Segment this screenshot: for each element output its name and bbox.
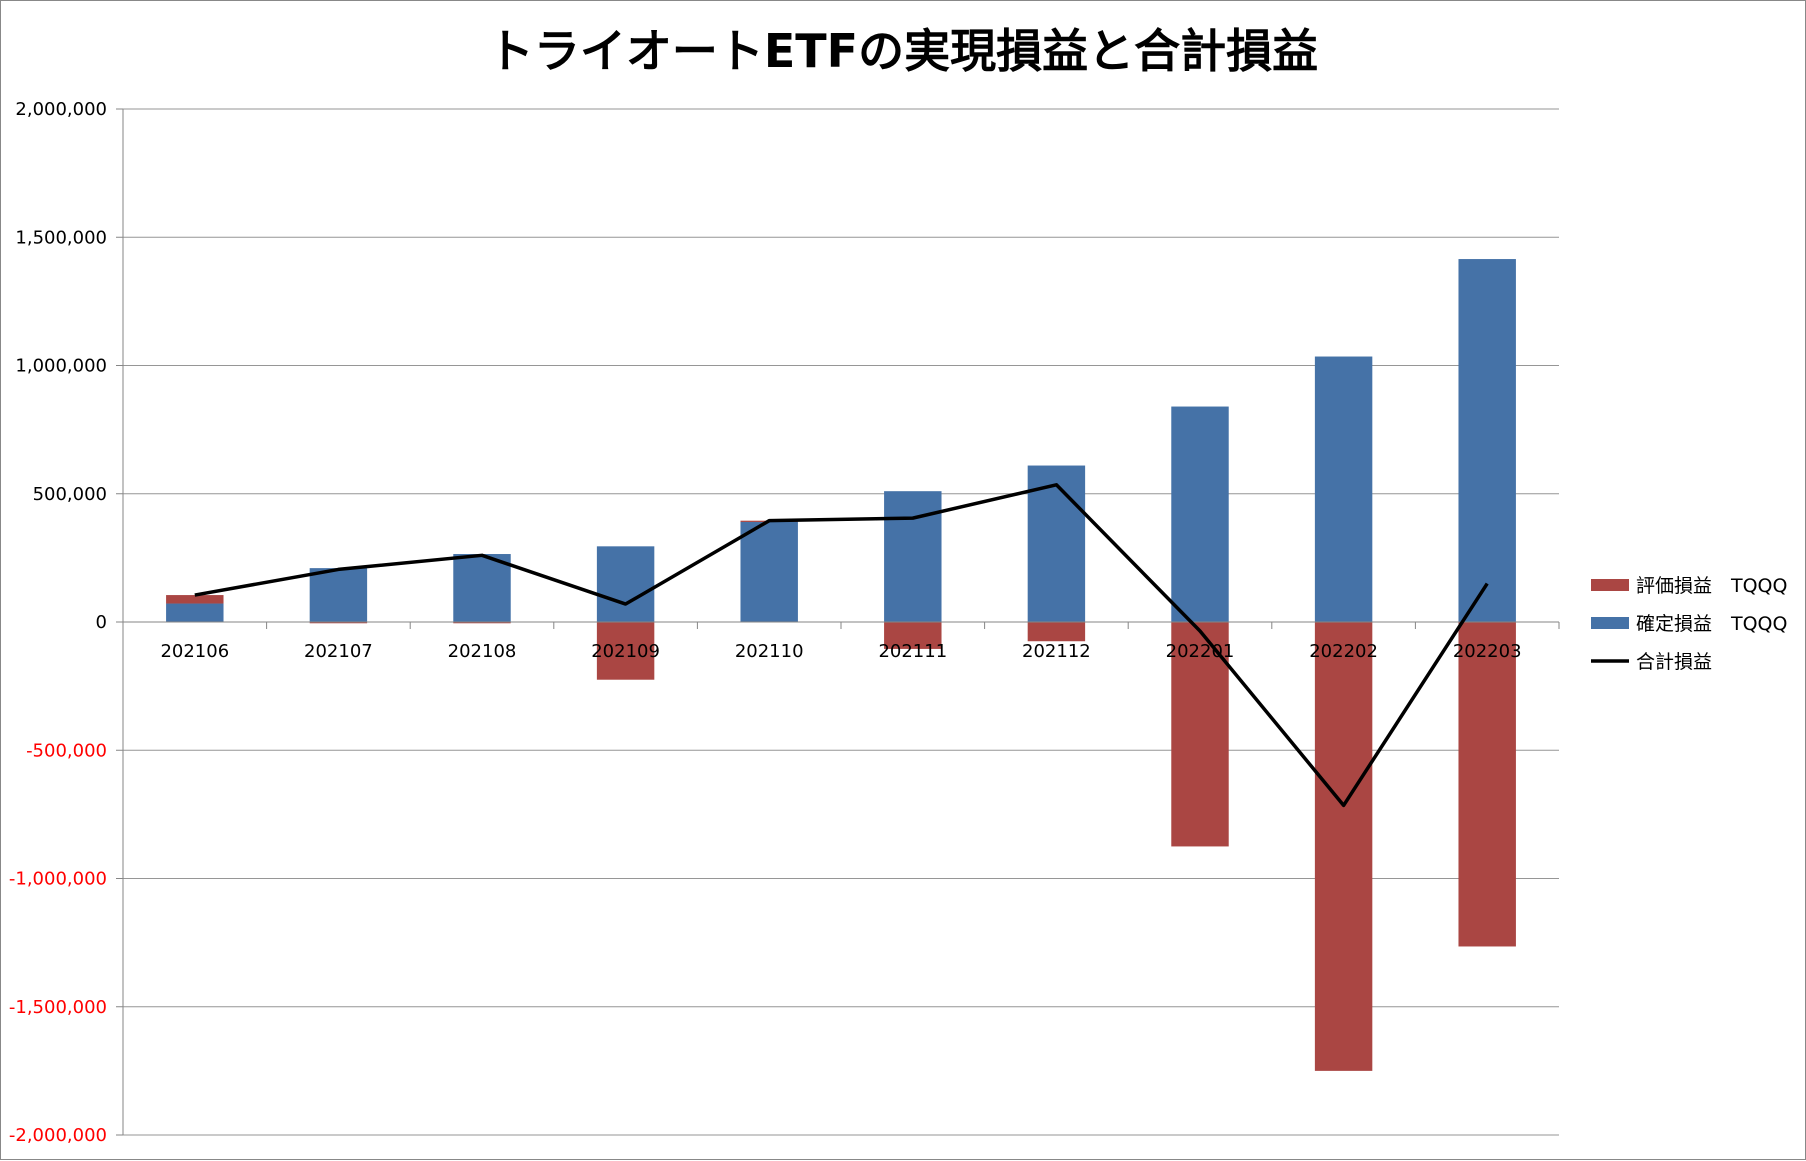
x-tick-label: 202106 (160, 641, 229, 662)
bar-unrealized-202202 (1315, 622, 1372, 1071)
legend-label: 評価損益 TQQQ (1636, 575, 1787, 597)
y-axis-ticks: 2,000,000 1,500,000 1,000,000 500,000 0 -500,… (9, 99, 107, 1146)
y-tick-label: 2,000,000 (15, 99, 107, 120)
x-tick-label: 202108 (448, 641, 517, 662)
y-tick-label: -500,000 (26, 740, 107, 761)
legend-label: 確定損益 TQQQ (1636, 613, 1787, 635)
bar-realized-202108 (453, 554, 510, 622)
legend-swatch (1591, 617, 1629, 629)
bar-series (166, 259, 1516, 1071)
y-tick-label: 0 (96, 612, 107, 633)
x-tick-label: 202110 (735, 641, 804, 662)
y-tick-label: -1,000,000 (9, 869, 107, 890)
bar-realized-202109 (597, 546, 654, 622)
legend: 評価損益 TQQQ 確定損益 TQQQ 合計損益 (1591, 575, 1787, 673)
total-line (195, 485, 1487, 806)
chart-title: トライオートETFの実現損益と合計損益 (488, 24, 1318, 78)
line-series (195, 485, 1488, 806)
bar-unrealized-202112 (1028, 622, 1085, 641)
legend-swatch (1591, 579, 1629, 591)
bar-realized-202111 (884, 491, 941, 622)
bar-realized-202106 (166, 604, 223, 622)
y-tick-label: -2,000,000 (9, 1125, 107, 1146)
x-tick-label: 202109 (591, 641, 660, 662)
bar-realized-202107 (310, 568, 367, 622)
y-tick-label: 1,000,000 (15, 356, 107, 377)
bar-unrealized-202106 (166, 595, 223, 603)
bar-realized-202201 (1171, 407, 1228, 622)
y-tick-label: 500,000 (33, 484, 107, 505)
x-tick-label: 202112 (1022, 641, 1091, 662)
bar-realized-202110 (740, 522, 797, 622)
x-axis-ticks: 202106 202107 202108 202109 202110 202111 2021… (160, 641, 1521, 662)
x-tick-label: 202202 (1309, 641, 1378, 662)
x-tick-label: 202107 (304, 641, 373, 662)
x-tick-label: 202203 (1453, 641, 1522, 662)
bar-realized-202202 (1315, 357, 1372, 622)
x-tick-label: 202111 (878, 641, 947, 662)
bar-realized-202203 (1458, 259, 1515, 622)
y-tick-label: 1,500,000 (15, 227, 107, 248)
legend-label: 合計損益 (1636, 651, 1712, 673)
y-tick-label: -1,500,000 (9, 997, 107, 1018)
bar-unrealized-202203 (1458, 622, 1515, 946)
